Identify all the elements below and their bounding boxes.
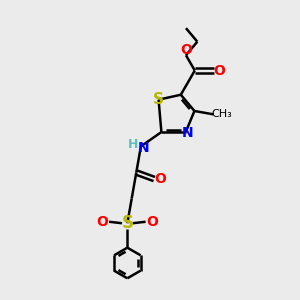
- Text: O: O: [154, 172, 166, 186]
- Text: S: S: [121, 214, 133, 232]
- Text: N: N: [138, 141, 150, 154]
- Text: O: O: [180, 43, 192, 57]
- Text: H: H: [128, 138, 139, 152]
- Text: O: O: [146, 215, 158, 229]
- Text: N: N: [182, 126, 193, 140]
- Text: O: O: [97, 215, 109, 229]
- Text: O: O: [213, 64, 225, 77]
- Text: CH₃: CH₃: [212, 109, 232, 119]
- Text: S: S: [153, 92, 164, 106]
